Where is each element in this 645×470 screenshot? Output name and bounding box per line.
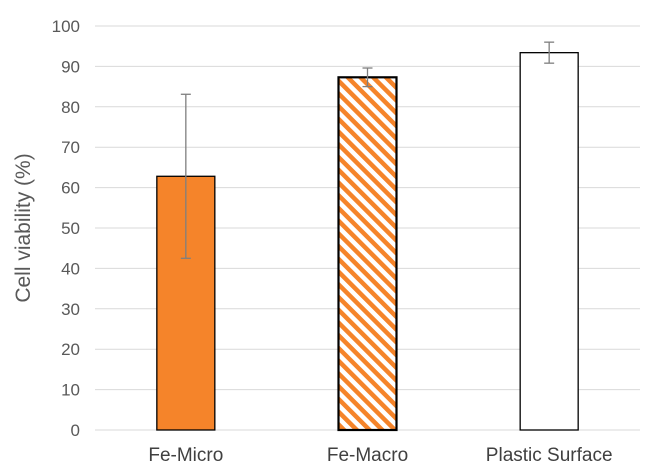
x-category-label: Plastic Surface	[486, 445, 613, 466]
x-category-label: Fe-Macro	[327, 445, 408, 466]
bar-fe-macro	[337, 76, 398, 432]
y-tick-label: 50	[61, 219, 80, 238]
y-axis-ticks: 0 10 20 30 40 50 60 70 80 90 100	[52, 17, 80, 440]
x-category-label: Fe-Micro	[148, 445, 223, 466]
y-tick-label: 40	[61, 259, 80, 278]
y-tick-label: 70	[61, 138, 80, 157]
y-tick-label: 60	[61, 179, 80, 198]
y-tick-label: 90	[61, 57, 80, 76]
y-tick-label: 30	[61, 300, 80, 319]
error-bars	[180, 41, 555, 259]
y-tick-label: 80	[61, 98, 80, 117]
bar-plastic-surface	[519, 52, 579, 431]
y-tick-label: 10	[61, 381, 80, 400]
bars	[156, 52, 579, 432]
y-tick-label: 20	[61, 340, 80, 359]
y-tick-label: 100	[52, 17, 80, 36]
x-axis-ticks: Fe-Micro Fe-Macro Plastic Surface	[148, 445, 612, 466]
y-axis-title: Cell viability (%)	[12, 153, 35, 302]
y-tick-label: 0	[71, 421, 80, 440]
